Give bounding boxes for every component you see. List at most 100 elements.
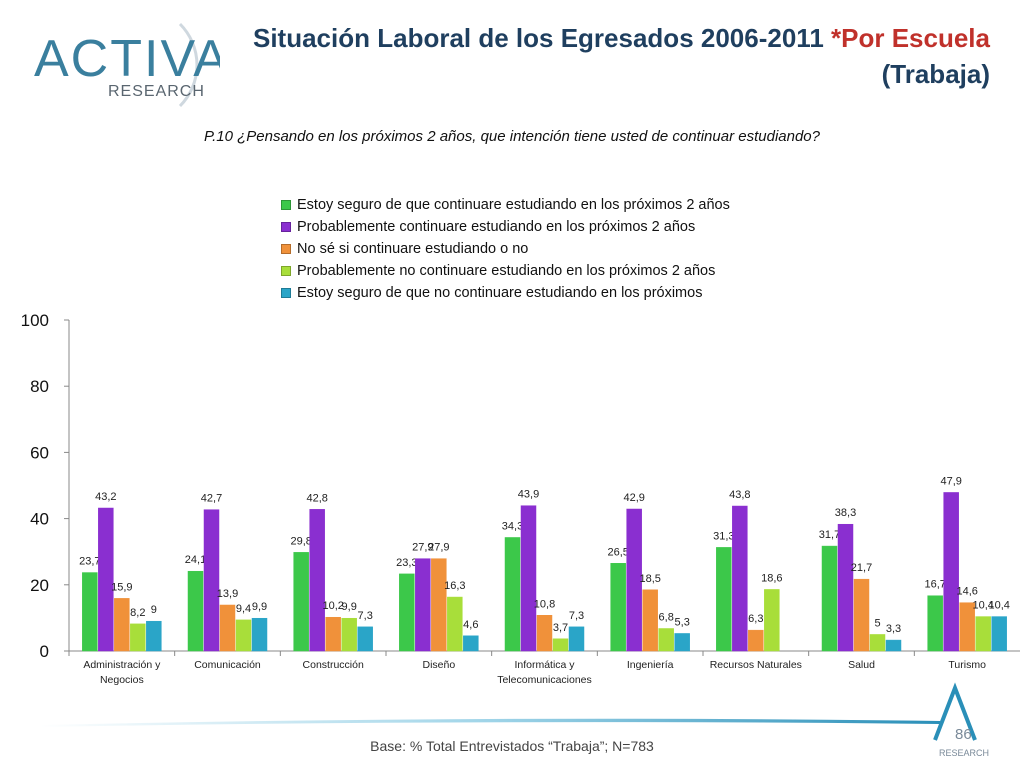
legend-swatch: [281, 222, 291, 232]
data-label: 16,3: [444, 580, 465, 592]
legend-label: No sé si continuare estudiando o no: [297, 241, 529, 257]
data-label: 3,3: [886, 623, 901, 635]
data-label: 47,9: [940, 475, 961, 487]
bar: [642, 589, 658, 652]
bar: [716, 547, 732, 652]
bar: [251, 617, 268, 652]
bar: [927, 595, 943, 652]
bar: [748, 629, 764, 652]
x-category-label: Negocios: [100, 674, 144, 686]
bar: [869, 634, 886, 652]
data-label: 7,3: [569, 610, 584, 622]
bar: [674, 633, 690, 652]
data-label: 43,9: [518, 489, 539, 501]
data-label: 31,3: [713, 530, 734, 542]
bar: [203, 509, 220, 652]
bar: [568, 626, 585, 652]
data-label: 26,5: [607, 546, 628, 558]
x-category-label: Turismo: [948, 659, 986, 671]
legend-swatch: [281, 288, 291, 298]
bar: [187, 570, 204, 652]
bar: [415, 558, 431, 652]
data-label: 10,8: [534, 598, 555, 610]
bar: [146, 620, 162, 652]
survey-question: P.10 ¿Pensando en los próximos 2 años, q…: [204, 128, 820, 145]
bar: [959, 602, 975, 652]
data-label: 6,3: [748, 613, 763, 625]
bar: [821, 545, 838, 652]
data-label: 5,3: [675, 616, 690, 628]
footer-logo: RESEARCH: [933, 682, 989, 758]
title-second-line: (Trabaja): [881, 59, 990, 89]
data-label: 9,9: [342, 601, 357, 613]
data-label: 43,2: [95, 491, 116, 503]
legend-label: Probablemente no continuare estudiando e…: [297, 263, 716, 279]
y-tick-label: 40: [30, 510, 49, 529]
bar: [991, 616, 1007, 652]
data-label: 43,8: [729, 489, 750, 501]
y-tick-label: 0: [40, 642, 49, 661]
footer-logo-text: RESEARCH: [939, 748, 989, 758]
legend-entry: Probablemente no continuare estudiando e…: [281, 260, 730, 282]
bar: [885, 639, 902, 652]
bar: [853, 578, 870, 652]
data-label: 13,9: [217, 588, 238, 600]
bar: [658, 628, 674, 652]
legend-swatch: [281, 200, 291, 210]
activa-research-logo: ACTIVA RESEARCH: [34, 22, 220, 108]
data-label: 7,3: [358, 610, 373, 622]
data-label: 8,2: [130, 607, 145, 619]
bar: [82, 572, 98, 652]
bar: [552, 638, 569, 652]
bar: [504, 537, 521, 652]
bar: [325, 616, 341, 652]
title-main: Situación Laboral de los Egresados 2006-…: [252, 23, 832, 53]
data-label: 5: [874, 617, 880, 629]
footer-decoration: [40, 718, 940, 727]
bar: [610, 563, 626, 652]
data-label: 6,8: [659, 611, 674, 623]
legend-swatch: [281, 266, 291, 276]
chart-legend: Estoy seguro de que continuare estudiand…: [281, 194, 730, 304]
bar: [943, 492, 959, 652]
bar: [447, 596, 463, 652]
bar: [837, 523, 854, 652]
data-label: 31,7: [819, 529, 840, 541]
bar: [219, 604, 236, 652]
bar: [341, 617, 357, 652]
logo-subtext: RESEARCH: [108, 83, 205, 100]
data-label: 42,7: [201, 493, 222, 505]
bar: [732, 505, 748, 652]
legend-label: Estoy seguro de que no continuare estudi…: [297, 285, 703, 301]
data-label: 27,9: [412, 542, 433, 554]
x-category-label: Administración y: [83, 659, 161, 671]
data-label: 14,6: [956, 586, 977, 598]
data-label: 21,7: [851, 562, 872, 574]
y-tick-label: 80: [30, 377, 49, 396]
data-label: 3,7: [553, 622, 568, 634]
legend-label: Estoy seguro de que continuare estudiand…: [297, 197, 730, 213]
data-label: 42,8: [306, 492, 327, 504]
x-category-label: Salud: [848, 659, 875, 671]
y-tick-label: 100: [21, 311, 49, 330]
legend-entry: Estoy seguro de que no continuare estudi…: [281, 282, 730, 304]
x-category-label: Comunicación: [194, 659, 261, 671]
x-category-label: Ingeniería: [627, 659, 674, 671]
legend-entry: Probablemente continuare estudiando en l…: [281, 216, 730, 238]
legend-entry: No sé si continuare estudiando o no: [281, 238, 730, 260]
data-label: 34,3: [502, 520, 523, 532]
page-title: Situación Laboral de los Egresados 2006-…: [210, 20, 990, 92]
page-number: 86: [955, 726, 972, 743]
bar: [114, 598, 130, 652]
bar: [520, 505, 537, 652]
data-label: 9,9: [252, 601, 267, 613]
data-label: 16,7: [924, 579, 945, 591]
x-category-label: Recursos Naturales: [710, 659, 802, 671]
data-label: 18,6: [761, 572, 782, 584]
legend-label: Probablemente continuare estudiando en l…: [297, 219, 696, 235]
bar: [357, 626, 373, 652]
x-category-label: Informática y: [514, 659, 575, 671]
data-label: 18,5: [639, 573, 660, 585]
data-label: 10,4: [972, 600, 993, 612]
data-label: 10,2: [322, 600, 343, 612]
